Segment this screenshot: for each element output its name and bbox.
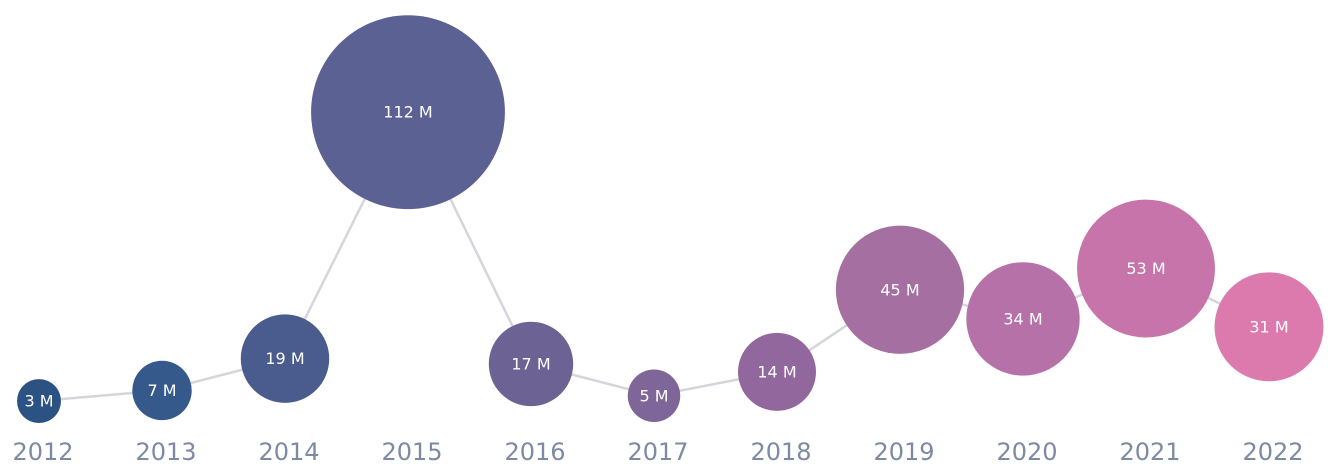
bubble-2017[interactable] xyxy=(627,369,681,422)
data-label: 14 M xyxy=(757,362,796,381)
bubble-2018[interactable] xyxy=(738,332,816,411)
bubble-2015[interactable] xyxy=(311,15,505,210)
bubbles: 3 M 7 M 19 M 112 M 17 M 5 M 14 M 45 M 34 M 53 M 31… xyxy=(17,15,1324,424)
x-tick-label: 2021 xyxy=(1119,438,1180,466)
data-label: 112 M xyxy=(383,103,432,122)
x-tick-label: 2017 xyxy=(627,438,688,466)
x-tick-label: 2019 xyxy=(873,438,934,466)
x-tick-label: 2022 xyxy=(1242,438,1303,466)
x-tick-label: 2015 xyxy=(381,438,442,466)
bubble-2021[interactable] xyxy=(1077,199,1215,338)
bubble-2016[interactable] xyxy=(488,321,574,407)
bubble-2014[interactable] xyxy=(240,314,330,403)
x-tick-label: 2016 xyxy=(504,438,565,466)
data-label: 31 M xyxy=(1249,317,1288,336)
x-tick-label: 2013 xyxy=(135,438,196,466)
data-label: 53 M xyxy=(1126,259,1165,278)
data-label: 5 M xyxy=(639,386,668,405)
bubble-2013[interactable] xyxy=(132,360,192,421)
data-label: 45 M xyxy=(880,280,919,299)
bubble-2022[interactable] xyxy=(1214,272,1324,382)
data-label: 3 M xyxy=(24,392,53,411)
x-tick-label: 2018 xyxy=(750,438,811,466)
x-axis-labels: 2012 2013 2014 2015 2016 2017 2018 2019 2020 2021… xyxy=(12,438,1303,466)
x-tick-label: 2012 xyxy=(12,438,73,466)
data-label: 17 M xyxy=(511,354,550,373)
x-tick-label: 2020 xyxy=(996,438,1057,466)
bubble-2019[interactable] xyxy=(835,225,965,354)
bubble-2020[interactable] xyxy=(966,262,1080,376)
x-tick-label: 2014 xyxy=(258,438,319,466)
data-label: 19 M xyxy=(265,349,304,368)
bubble-2012[interactable] xyxy=(17,379,61,424)
data-label: 34 M xyxy=(1003,309,1042,328)
data-label: 7 M xyxy=(147,381,176,400)
